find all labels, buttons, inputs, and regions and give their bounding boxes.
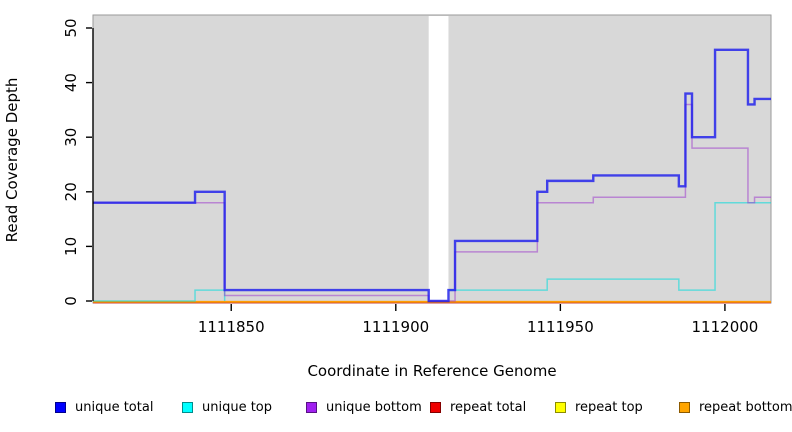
- legend-label: unique top: [202, 399, 273, 415]
- legend-label: repeat total: [450, 399, 527, 415]
- legend-label: repeat bottom: [699, 399, 792, 415]
- legend-swatch-icon: [55, 401, 66, 413]
- legend-swatch-icon: [555, 401, 566, 413]
- chart-legend: unique total unique top unique bottom repea…: [0, 396, 792, 422]
- legend-label: repeat top: [575, 399, 643, 415]
- y-axis-label: Read Coverage Depth: [3, 78, 21, 243]
- legend-swatch-icon: [679, 401, 690, 413]
- x-tick-label: 1112000: [692, 318, 759, 336]
- legend-item-unique-total: unique total: [55, 396, 153, 418]
- legend-item-unique-top: unique top: [182, 396, 272, 418]
- legend-item-repeat-total: repeat total: [430, 396, 526, 418]
- plot-panel: [92, 14, 772, 304]
- alignment-gap-band: [428, 16, 449, 302]
- x-axis-label: Coordinate in Reference Genome: [307, 362, 556, 380]
- y-tick-label: 30: [62, 128, 80, 147]
- series-line-unique-top: [448, 201, 771, 291]
- x-tick-label: 1111850: [198, 318, 265, 336]
- series-line-unique-total: [93, 48, 771, 303]
- x-tick-label: 1111900: [362, 318, 429, 336]
- y-tick-label: 10: [62, 237, 80, 256]
- legend-swatch-icon: [430, 401, 441, 413]
- legend-label: unique total: [75, 399, 154, 415]
- legend-label: unique bottom: [326, 399, 422, 415]
- x-tick-label: 1111950: [527, 318, 594, 336]
- legend-swatch-icon: [306, 401, 317, 413]
- legend-item-repeat-bottom: repeat bottom: [679, 396, 792, 418]
- legend-item-unique-bottom: unique bottom: [306, 396, 422, 418]
- legend-swatch-icon: [182, 401, 193, 413]
- y-tick-label: 0: [62, 296, 80, 306]
- y-tick-label: 50: [62, 18, 80, 37]
- legend-item-repeat-top: repeat top: [555, 396, 643, 418]
- y-tick-label: 20: [62, 182, 80, 201]
- y-tick-label: 40: [62, 73, 80, 92]
- series-lines: [93, 48, 771, 304]
- axes: 0 10 20 30 40 50 1111850 1111900 1111950 1112000: [62, 18, 758, 336]
